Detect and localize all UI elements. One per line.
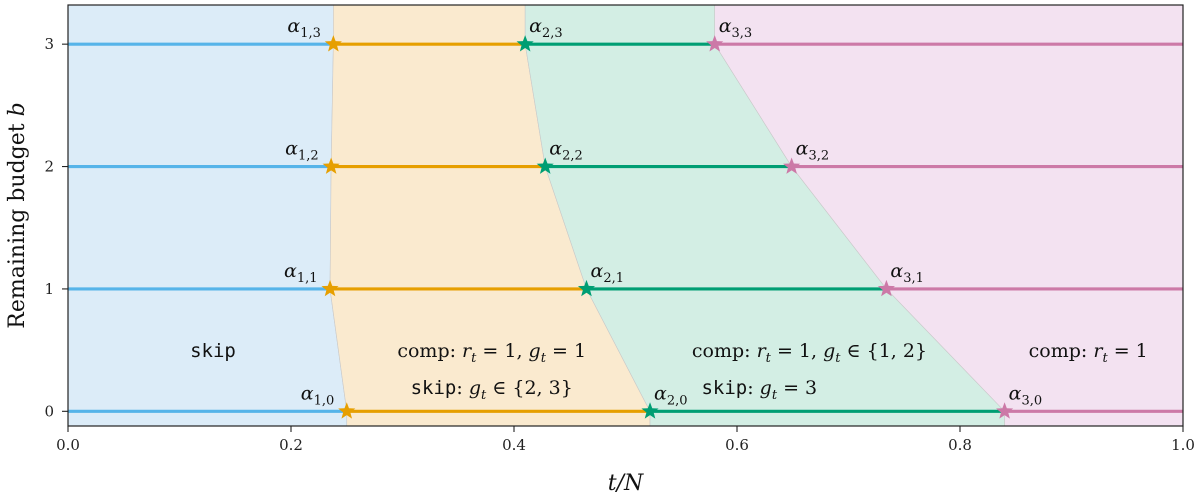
threshold-labels: α1,0 α1,1 α1,2 α1,3 α2,0 α2,1 α2,2 α2,3 α3,0 α3,1… — [284, 15, 1042, 408]
alpha-label-2-0: α2,0 — [654, 382, 688, 408]
plot-frame — [67, 4, 1184, 427]
alpha-label-1-0: α1,0 — [301, 382, 335, 408]
alpha-label-3-1: α3,1 — [890, 260, 924, 286]
y-tick-label: 0 — [44, 402, 54, 420]
y-tick-label: 2 — [44, 158, 54, 176]
alpha-label-3-3: α3,3 — [719, 15, 753, 41]
alpha-label-2-1: α2,1 — [590, 260, 624, 286]
alpha-label-2-3: α2,3 — [529, 15, 563, 41]
region-annotations: skip comp: rt = 1, gt = 1 skip: gt ∈ {2, 3… — [190, 340, 1148, 403]
annotation-group2-top: comp: rt = 1, gt ∈ {1, 2} — [692, 340, 927, 366]
star-alpha-2-0 — [641, 402, 659, 419]
annotation-skip: skip — [190, 340, 236, 362]
x-tick-label: 0.6 — [725, 436, 749, 454]
alpha-label-1-3: α1,3 — [287, 15, 321, 41]
annotation-group1-bottom: skip: gt ∈ {2, 3} — [411, 377, 573, 403]
x-tick-label: 1.0 — [1171, 436, 1195, 454]
x-axis: 0.0 0.2 0.4 0.6 0.8 1.0 — [56, 426, 1195, 454]
annotation-group3: comp: rt = 1 — [1029, 340, 1148, 366]
star-alpha-2-2 — [536, 157, 554, 174]
y-tick-label: 1 — [44, 280, 54, 298]
region-fills — [67, 4, 1184, 427]
y-axis: 0 1 2 3 — [44, 35, 68, 420]
star-alpha-1-3 — [324, 35, 342, 52]
alpha-label-1-2: α1,2 — [285, 138, 319, 164]
star-alpha-2-3 — [516, 35, 534, 52]
annotation-group1-top: comp: rt = 1, gt = 1 — [397, 340, 586, 366]
x-axis-label: t/N — [608, 471, 644, 496]
x-tick-label: 0.0 — [56, 436, 80, 454]
alpha-label-3-0: α3,0 — [1009, 382, 1043, 408]
budget-lines — [68, 42, 1183, 413]
star-alpha-1-0 — [338, 402, 356, 419]
star-alpha-3-3 — [706, 35, 724, 52]
star-alpha-1-2 — [322, 157, 340, 174]
star-alpha-3-0 — [996, 402, 1014, 419]
region-skip — [67, 4, 348, 427]
annotation-group2-bottom: skip: gt = 3 — [701, 377, 817, 403]
star-alpha-3-2 — [783, 157, 801, 174]
x-tick-label: 0.4 — [502, 436, 526, 454]
alpha-label-3-2: α3,2 — [796, 138, 830, 164]
star-alpha-2-1 — [577, 279, 596, 297]
star-alpha-1-1 — [321, 279, 339, 297]
alpha-label-2-2: α2,2 — [549, 138, 583, 164]
x-tick-label: 0.2 — [279, 436, 303, 454]
y-tick-label: 3 — [44, 35, 54, 53]
y-axis-label: Remaining budget b — [5, 102, 30, 328]
star-alpha-3-1 — [877, 279, 895, 297]
x-tick-label: 0.8 — [948, 436, 972, 454]
alpha-label-1-1: α1,1 — [284, 260, 318, 286]
threshold-stars — [321, 35, 1014, 419]
